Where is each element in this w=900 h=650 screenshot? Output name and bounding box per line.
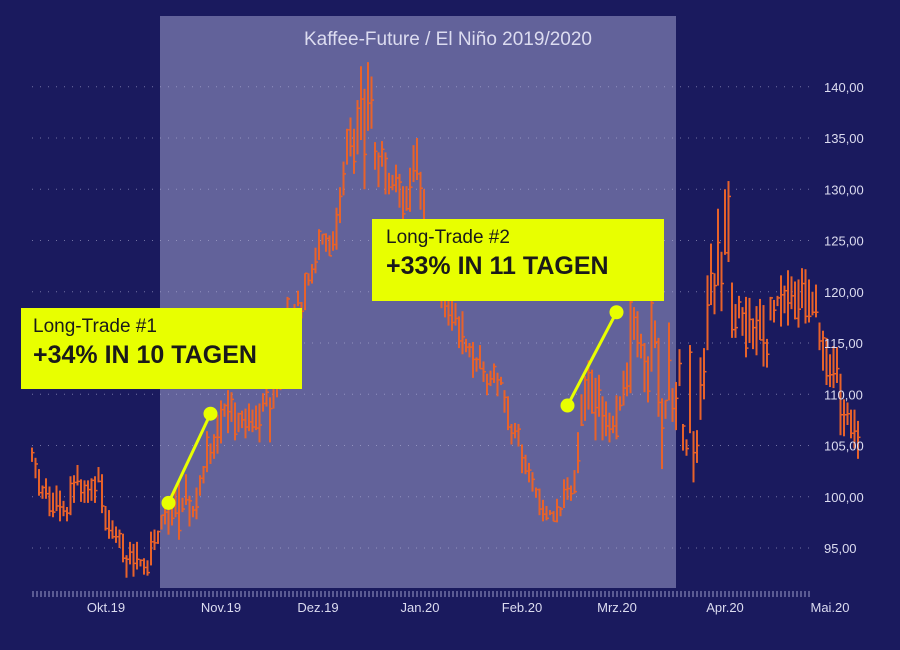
shaded-period — [160, 16, 676, 588]
x-tick-label: Jan.20 — [400, 600, 439, 615]
x-tick-label: Mai.20 — [810, 600, 849, 615]
x-tick-label: Dez.19 — [297, 600, 338, 615]
y-tick-label: 95,00 — [824, 541, 857, 556]
y-tick-label: 135,00 — [824, 131, 864, 146]
callout-2-label: Long-Trade #2 — [386, 227, 510, 248]
y-tick-label: 125,00 — [824, 234, 864, 249]
callout-2-value: +33% IN 11 TAGEN — [386, 252, 609, 280]
trade-entry-dot-1 — [161, 495, 176, 510]
x-tick-label: Mrz.20 — [597, 600, 637, 615]
trade-line-2 — [566, 311, 618, 407]
y-tick-label: 110,00 — [824, 387, 863, 402]
y-tick-label: 140,00 — [824, 80, 864, 95]
x-tick-label: Apr.20 — [706, 600, 744, 615]
callout-long-trade-1: Long-Trade #1 +34% IN 10 TAGEN — [21, 308, 302, 389]
trade-exit-dot-2 — [609, 305, 624, 320]
x-tick-label: Okt.19 — [87, 600, 125, 615]
callout-long-trade-2: Long-Trade #2 +33% IN 11 TAGEN — [372, 219, 664, 301]
chart-title: Kaffee-Future / El Niño 2019/2020 — [304, 29, 592, 50]
trade-line-1 — [167, 413, 212, 504]
y-tick-label: 100,00 — [824, 490, 864, 505]
trade-exit-dot-1 — [203, 406, 218, 421]
callout-1-label: Long-Trade #1 — [33, 316, 157, 337]
trade-entry-dot-2 — [560, 398, 575, 413]
y-tick-label: 130,00 — [824, 182, 864, 197]
y-tick-label: 105,00 — [824, 439, 864, 454]
y-tick-label: 120,00 — [824, 285, 864, 300]
callout-1-value: +34% IN 10 TAGEN — [33, 341, 257, 369]
x-tick-label: Nov.19 — [201, 600, 241, 615]
y-tick-label: 115,00 — [824, 336, 863, 351]
x-tick-label: Feb.20 — [502, 600, 542, 615]
